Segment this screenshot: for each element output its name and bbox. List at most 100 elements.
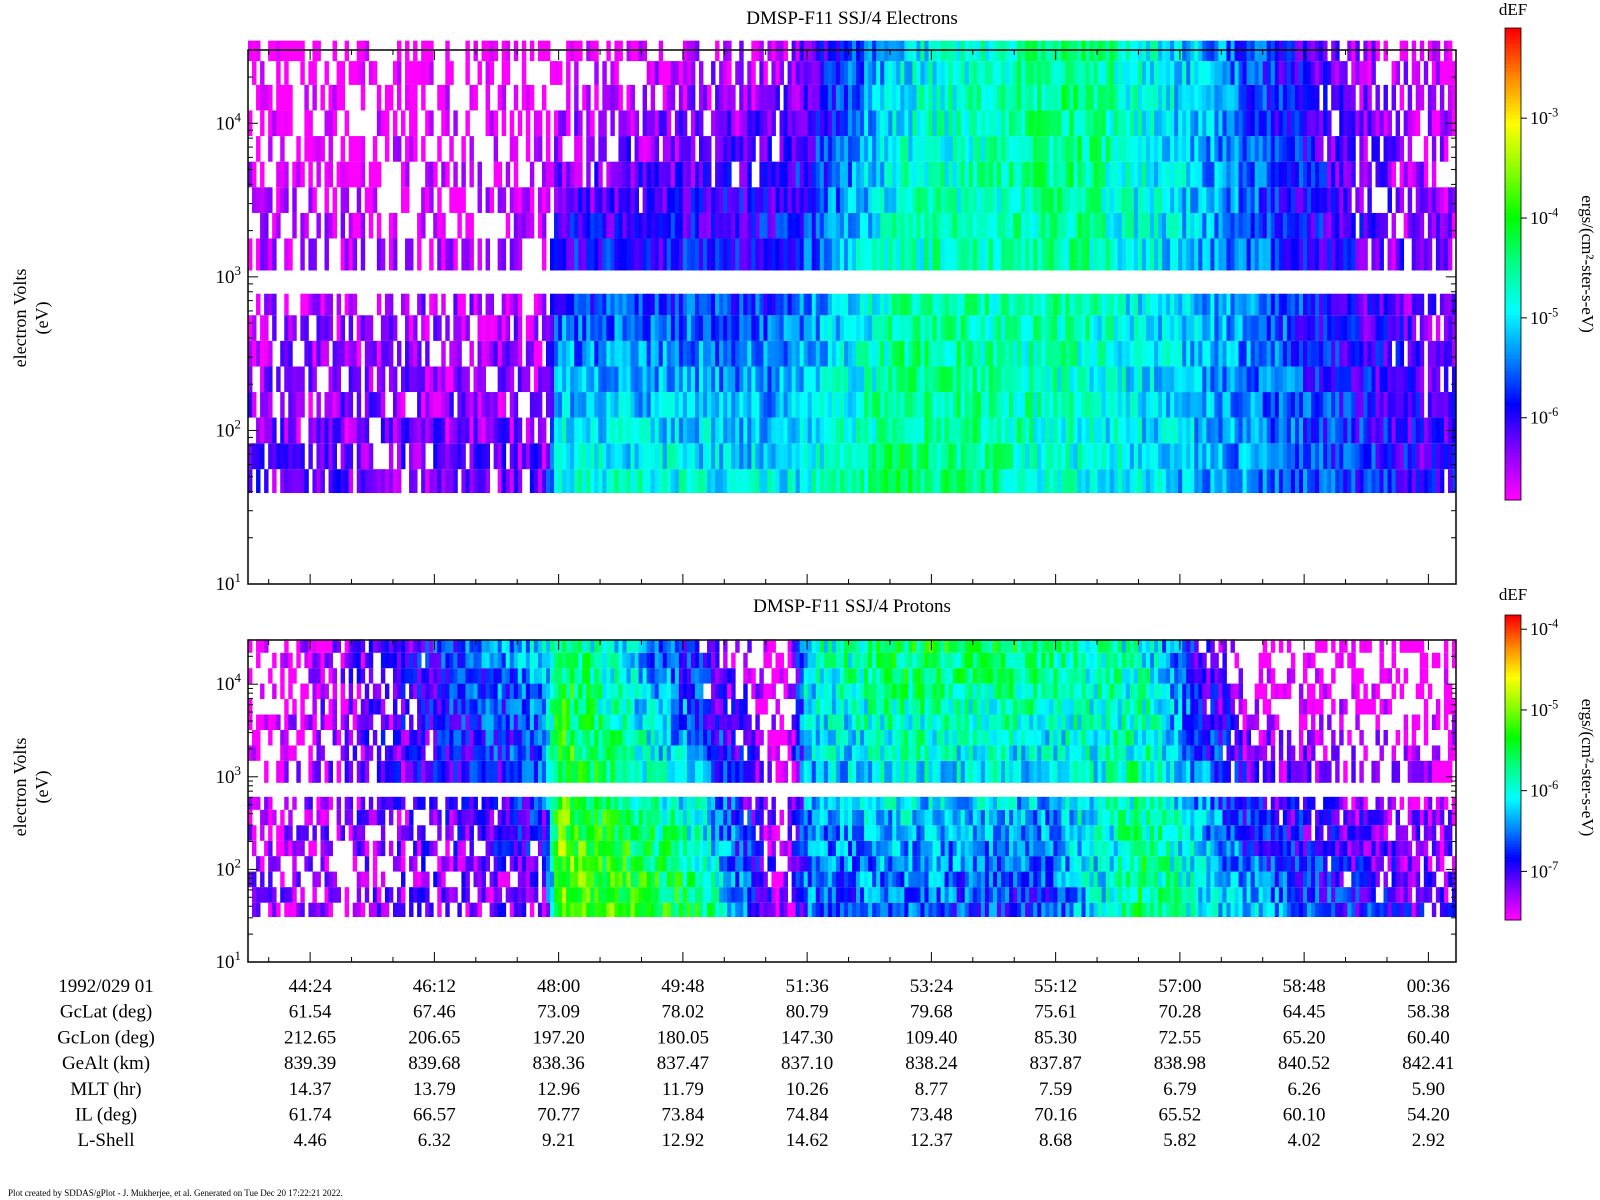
flux-cell: [276, 161, 281, 188]
flux-cell: [272, 809, 277, 826]
flux-cell: [268, 417, 273, 444]
flux-cell: [787, 238, 792, 271]
flux-cell: [864, 40, 869, 62]
colorbar-frame: [1504, 27, 1522, 501]
flux-cell: [284, 161, 289, 188]
colorbar-step: [1505, 275, 1521, 281]
flux-cell: [864, 110, 869, 137]
flux-cell: [380, 366, 386, 393]
flux-cell: [1121, 40, 1127, 62]
flux-cell: [1053, 84, 1058, 111]
flux-cell: [1407, 293, 1413, 316]
flux-cell: [743, 366, 748, 393]
flux-cell: [1141, 443, 1147, 470]
flux-cell: [380, 315, 386, 341]
flux-cell: [815, 443, 821, 470]
flux-cell: [1435, 212, 1441, 239]
flux-cell: [912, 212, 917, 239]
colorbar-step: [1505, 83, 1521, 88]
flux-cell: [1258, 366, 1264, 393]
flux-cell: [465, 238, 470, 271]
flux-cell: [864, 340, 869, 367]
flux-cell: [852, 293, 857, 316]
flux-cell: [972, 136, 978, 162]
flux-cell: [469, 136, 474, 162]
flux-cell: [920, 84, 925, 111]
flux-cell: [320, 84, 325, 111]
flux-cell: [916, 293, 921, 316]
flux-cell: [614, 469, 619, 494]
flux-cell: [638, 40, 644, 62]
flux-cell: [698, 469, 704, 494]
flux-cell: [1061, 84, 1066, 111]
flux-cell: [852, 238, 857, 271]
flux-cell: [843, 136, 849, 162]
flux-cell: [767, 40, 772, 62]
flux-cell: [1226, 366, 1231, 393]
flux-cell: [610, 293, 615, 316]
flux-cell: [1077, 212, 1082, 239]
flux-cell: [731, 238, 736, 271]
flux-cell: [996, 340, 1002, 367]
flux-cell: [1101, 443, 1107, 470]
flux-cell: [1242, 238, 1248, 271]
flux-cell: [280, 809, 285, 826]
flux-cell: [996, 110, 1002, 137]
flux-cell: [1238, 110, 1243, 137]
flux-cell: [348, 293, 354, 316]
flux-cell: [1073, 443, 1078, 470]
flux-cell: [960, 293, 966, 316]
flux-cell: [529, 340, 535, 367]
flux-cell: [308, 714, 313, 731]
flux-cell: [932, 366, 937, 393]
flux-cell: [1307, 40, 1312, 62]
flux-cell: [1101, 84, 1107, 111]
flux-cell: [1013, 61, 1018, 85]
flux-cell: [1149, 315, 1155, 341]
flux-cell: [940, 161, 946, 188]
flux-cell: [1149, 40, 1155, 62]
flux-cell: [1270, 340, 1276, 367]
flux-cell: [1174, 443, 1179, 470]
flux-cell: [888, 469, 893, 494]
flux-cell: [1331, 40, 1336, 62]
flux-cell: [642, 366, 648, 393]
flux-cell: [336, 366, 342, 393]
flux-cell: [811, 238, 817, 271]
flux-cell: [1238, 315, 1243, 341]
flux-cell: [976, 469, 982, 494]
flux-cell: [372, 469, 378, 494]
flux-cell: [566, 443, 571, 470]
flux-cell: [304, 683, 309, 700]
flux-cell: [727, 392, 732, 418]
flux-cell: [1266, 315, 1272, 341]
flux-cell: [1133, 417, 1139, 444]
flux-cell: [1053, 315, 1058, 341]
flux-cell: [1278, 293, 1284, 316]
flux-cell: [682, 238, 688, 271]
flux-cell: [876, 293, 881, 316]
flux-cell: [964, 212, 970, 239]
flux-cell: [590, 136, 595, 162]
flux-cell: [392, 136, 398, 162]
flux-cell: [992, 443, 998, 470]
flux-cell: [1202, 238, 1207, 271]
flux-cell: [1049, 340, 1054, 367]
flux-cell: [550, 366, 555, 393]
flux-cell: [904, 315, 909, 341]
colorbar-step: [1505, 346, 1521, 352]
flux-cell: [972, 417, 978, 444]
flux-cell: [566, 340, 571, 367]
flux-cell: [312, 902, 317, 918]
flux-cell: [517, 340, 523, 367]
flux-cell: [1315, 61, 1320, 85]
flux-cell: [590, 469, 595, 494]
flux-cell: [1158, 40, 1163, 62]
flux-cell: [409, 136, 414, 162]
flux-cell: [1323, 443, 1328, 470]
flux-cell: [396, 340, 402, 367]
flux-cell: [1073, 366, 1078, 393]
flux-cell: [1097, 40, 1103, 62]
flux-cell: [614, 315, 619, 341]
flux-cell: [711, 366, 716, 393]
